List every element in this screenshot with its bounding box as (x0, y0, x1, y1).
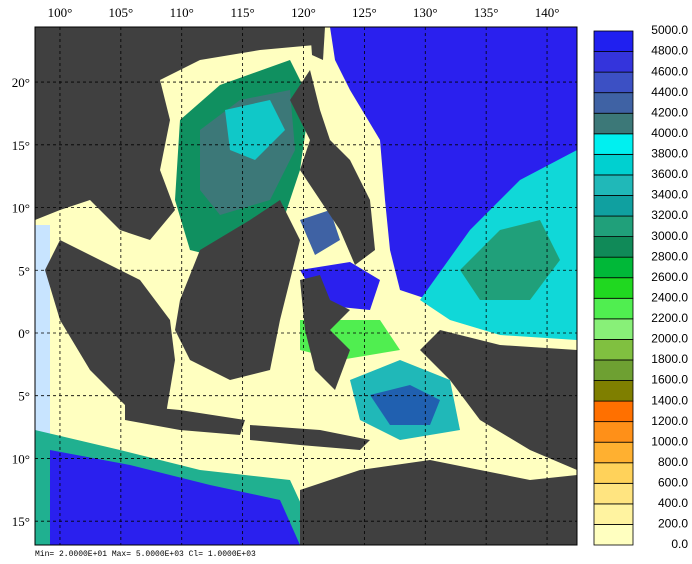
colorbar-swatch (593, 30, 634, 52)
colorbar-swatch (593, 92, 634, 114)
x-tick-label: 130° (413, 5, 438, 20)
colorbar-label: 2800.0 (651, 249, 688, 263)
y-tick-label: 15° (12, 138, 30, 153)
y-tick-label: 10° (12, 201, 30, 216)
colorbar-swatch (593, 51, 634, 73)
colorbar-swatch (593, 380, 634, 402)
colorbar-label: 3400.0 (651, 188, 688, 202)
colorbar-label: 2000.0 (651, 332, 688, 346)
colorbar-label: 4200.0 (651, 105, 688, 119)
colorbar-label: 4600.0 (651, 64, 688, 78)
y-tick-label: 0° (18, 326, 30, 341)
x-tick-label: 135° (474, 5, 499, 20)
colorbar-label: 1600.0 (651, 373, 688, 387)
x-tick-label: 100° (48, 5, 73, 20)
colorbar-label: 3000.0 (651, 229, 688, 243)
colorbar-swatch (593, 236, 634, 258)
x-tick-label: 140° (535, 5, 560, 20)
colorbar-swatch (593, 112, 634, 135)
colorbar-label: 4800.0 (651, 44, 688, 58)
colorbar-swatch (593, 482, 634, 505)
y-tick-label: 5° (18, 389, 30, 404)
colorbar-label: 400.0 (658, 496, 688, 510)
colorbar-label: 3600.0 (651, 167, 688, 181)
y-tick-label: 5° (18, 263, 30, 278)
colorbar-label: 800.0 (658, 455, 688, 469)
colorbar-swatch (593, 421, 634, 443)
x-tick-label: 110° (170, 5, 194, 20)
colorbar-label: 0.0 (671, 537, 688, 551)
footer: Min= 2.0000E+01 Max= 5.0000E+03 Cl= 1.00… (35, 550, 256, 559)
y-tick-label: 10° (12, 451, 30, 466)
colorbar-label: 1800.0 (651, 352, 688, 366)
y-tick-label: 15° (12, 514, 30, 529)
map-field (35, 27, 577, 545)
colorbar-swatch (593, 503, 634, 525)
colorbar-swatch (593, 400, 634, 423)
x-tick-label: 125° (352, 5, 377, 20)
colorbar-label: 2400.0 (651, 290, 688, 304)
y-tick-label: 20° (12, 75, 30, 90)
colorbar-label: 2600.0 (651, 270, 688, 284)
colorbar-label: 3800.0 (651, 147, 688, 161)
colorbar-swatch (593, 441, 634, 464)
colorbar-label: 3200.0 (651, 208, 688, 222)
colorbar-label: 4400.0 (651, 85, 688, 99)
colorbar-swatch (593, 297, 634, 320)
x-tick-label: 120° (291, 5, 316, 20)
colorbar-swatch (593, 133, 634, 155)
colorbar-swatch (593, 524, 634, 546)
colorbar-label: 1000.0 (651, 434, 688, 448)
colorbar-swatch (593, 277, 634, 299)
colorbar-swatch (593, 195, 634, 217)
plot-frame (34, 26, 578, 546)
x-tick-label: 115° (231, 5, 255, 20)
colorbar-swatch (593, 215, 634, 237)
colorbar-label: 1200.0 (651, 414, 688, 428)
colorbar-label: 1400.0 (651, 393, 688, 407)
colorbar-label: 600.0 (658, 475, 688, 489)
colorbar-swatch (593, 462, 634, 484)
colorbar-label: 2200.0 (651, 311, 688, 325)
colorbar-swatch (593, 318, 634, 340)
colorbar-label: 200.0 (658, 517, 688, 531)
colorbar-swatch (593, 359, 634, 381)
x-tick-label: 105° (108, 5, 133, 20)
colorbar-swatch (593, 338, 634, 361)
colorbar-swatch (593, 174, 634, 196)
colorbar-swatch (593, 71, 634, 94)
colorbar-swatch (593, 256, 634, 279)
colorbar-label: 4000.0 (651, 126, 688, 140)
colorbar-label: 5000.0 (651, 23, 688, 37)
colorbar-swatch (593, 153, 634, 176)
